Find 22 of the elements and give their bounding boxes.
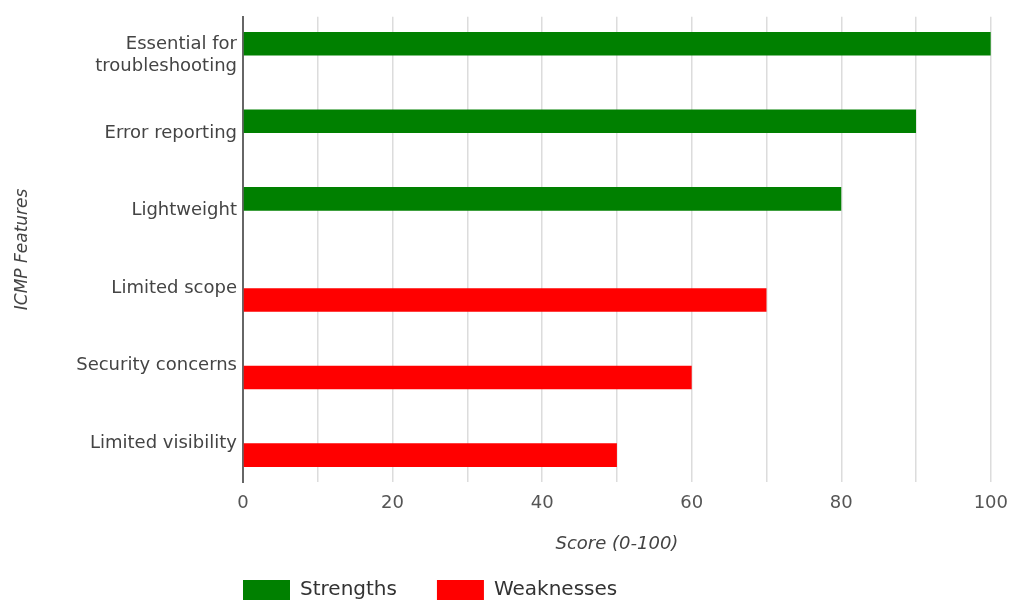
bar xyxy=(243,109,917,134)
x-tick-label: 100 xyxy=(973,491,1008,513)
bar xyxy=(243,443,617,467)
y-tick-label: Limited scope xyxy=(111,275,237,297)
x-axis-title: Score (0-100) xyxy=(555,531,679,553)
y-tick-label: Lightweight xyxy=(131,198,237,220)
x-tick-label: 0 xyxy=(237,491,249,513)
y-tick-label: Limited visibility xyxy=(89,430,238,452)
bar xyxy=(243,365,692,390)
legend-label: Strengths xyxy=(300,576,397,601)
y-tick-label: Security concerns xyxy=(76,353,237,375)
bar xyxy=(243,288,767,312)
x-tick-label: 80 xyxy=(829,491,853,513)
legend-label: Weaknesses xyxy=(493,576,618,601)
x-tick-label: 40 xyxy=(530,491,554,513)
y-tick-label: Error reporting xyxy=(104,120,237,142)
x-tick-label: 60 xyxy=(680,491,704,513)
y-axis-title: ICMP Features xyxy=(10,188,31,311)
bar xyxy=(243,31,991,56)
x-tick-label: 20 xyxy=(381,491,405,513)
y-tick-label: Essential for troubleshooting xyxy=(95,32,238,76)
bar xyxy=(243,186,842,211)
